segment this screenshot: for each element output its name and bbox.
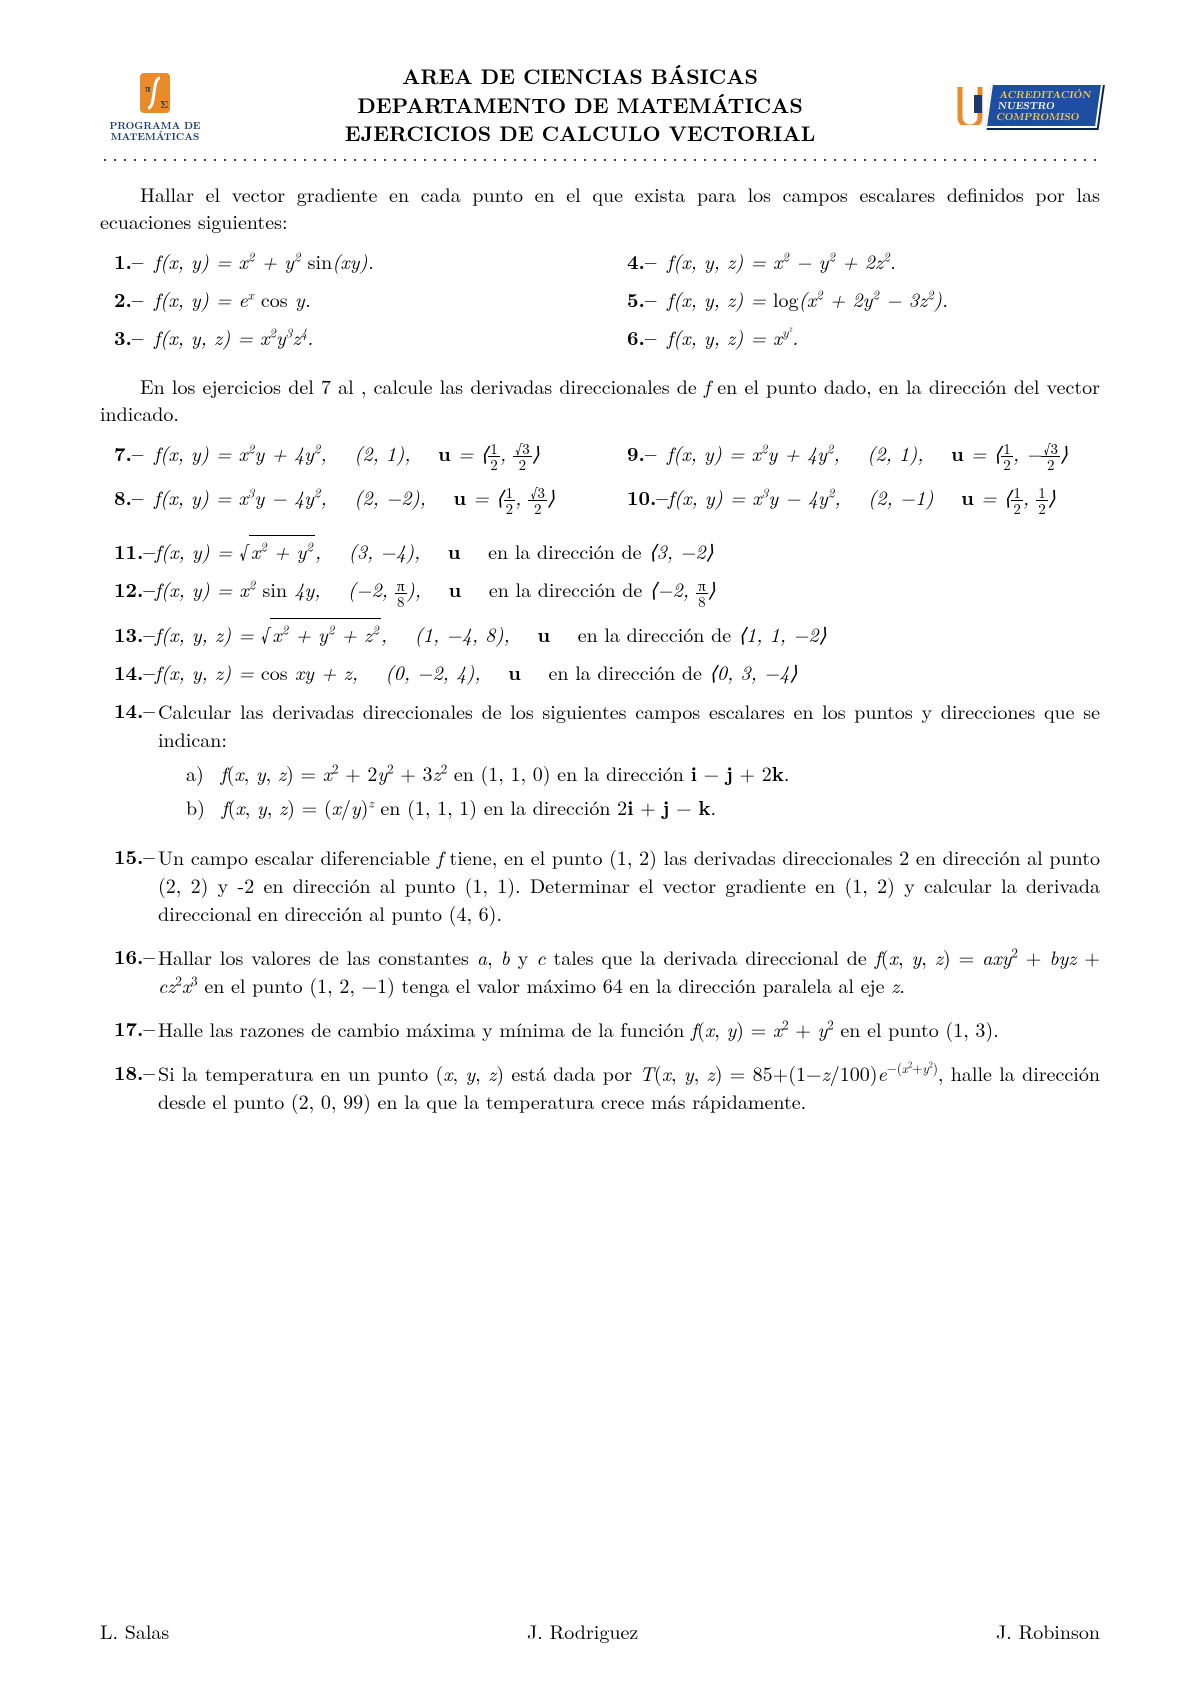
ex-5: 5.– f(x, y, z) = log(x2 + 2y2 − 3z2). — [627, 286, 1100, 312]
author-left: L. Salas — [100, 1616, 169, 1645]
item-number: 4.– — [627, 248, 667, 274]
page-header: π Σ PROGRAMA DE MATEMÁTICAS AREA DE CIEN… — [100, 60, 1100, 150]
title-line-3: EJERCICIOS DE CALCULO VECTORIAL — [210, 119, 950, 147]
item-number: 6.– — [627, 324, 667, 350]
item-math: f(x, y, z) = x2 + y2 + z2, (1, −4, 8), u… — [155, 621, 1100, 647]
item-math: f(x, y, z) = log(x2 + 2y2 − 3z2). — [667, 286, 1100, 312]
item-number: 15.– — [114, 843, 158, 869]
title-line-1: AREA DE CIENCIAS BÁSICAS — [210, 62, 950, 90]
item-number: 13.– — [114, 621, 155, 647]
ex-1: 1.– f(x, y) = x2 + y2 sin(xy). — [114, 248, 587, 274]
word-problems: 14.– Calcular las derivadas direccionale… — [114, 697, 1100, 1115]
column-left: 1.– f(x, y) = x2 + y2 sin(xy). 2.– f(x, … — [114, 248, 587, 362]
header-title: AREA DE CIENCIAS BÁSICAS DEPARTAMENTO DE… — [210, 62, 950, 147]
item-number: 16.– — [114, 943, 158, 969]
logo-right: ACREDITACIÓN NUESTRO COMPROMISO — [950, 70, 1100, 140]
author-right: J. Robinson — [996, 1616, 1100, 1645]
ex-16: 16.– Hallar los valores de las constante… — [114, 943, 1100, 999]
ex-3: 3.– f(x, y, z) = x2y3z4. — [114, 324, 587, 350]
item-math: f(x, y) = x2 + y2, (3, −4), u en la dire… — [155, 538, 1100, 564]
intro2-a: En los ejercicios del 7 al , calcule las… — [140, 371, 704, 400]
sub-a: a) f(x, y, z) = x2 + 2y2 + 3z2 en (1, 1,… — [186, 759, 1100, 787]
ex-13: 13.– f(x, y, z) = x2 + y2 + z2, (1, −4, … — [114, 621, 1100, 647]
item-number: 3.– — [114, 324, 154, 350]
ex-17: 17.– Halle las razones de cambio máxima … — [114, 1015, 1100, 1043]
item-number: 14.– — [114, 659, 155, 685]
item-number: 9.– — [627, 440, 667, 472]
item-number: 5.– — [627, 286, 667, 312]
item-number: 12.– — [114, 576, 155, 608]
item-text: Halle las razones de cambio máxima y mín… — [158, 1015, 1100, 1043]
sublist-14: a) f(x, y, z) = x2 + 2y2 + 3z2 en (1, 1,… — [186, 759, 1100, 821]
page-footer: L. Salas J. Rodriguez J. Robinson — [100, 1616, 1100, 1645]
item-math: f(x, y, z) = xyz. — [667, 324, 1100, 350]
exercise-group-1: 1.– f(x, y) = x2 + y2 sin(xy). 2.– f(x, … — [114, 248, 1100, 362]
item-math: f(x, y) = x3y − 4y2, (2, −1) u = ⟨12, 12… — [668, 484, 1100, 516]
ex-9: 9.– f(x, y) = x2y + 4y2, (2, 1), u = ⟨12… — [627, 440, 1100, 472]
item-math: f(x, y, z) = x2 − y2 + 2z2. — [667, 248, 1100, 274]
item-number: 18.– — [114, 1059, 158, 1085]
ex-7: 7.– f(x, y) = x2y + 4y2, (2, 1), u = ⟨12… — [114, 440, 587, 472]
column-right: 4.– f(x, y, z) = x2 − y2 + 2z2. 5.– f(x,… — [627, 248, 1100, 362]
item-text: Hallar los valores de las constantes a, … — [158, 943, 1100, 999]
item-number: 11.– — [114, 538, 155, 564]
author-center: J. Rodriguez — [527, 1616, 638, 1645]
item-math: f(x, y) = ex cos y. — [154, 286, 587, 312]
university-icon — [956, 85, 984, 125]
ex-14a: 14.– f(x, y, z) = cos xy + z, (0, −2, 4)… — [114, 659, 1100, 685]
title-line-2: DEPARTAMENTO DE MATEMÁTICAS — [210, 91, 950, 119]
logo-left-text-2: MATEMÁTICAS — [110, 131, 201, 142]
integral-icon: π Σ — [130, 68, 180, 118]
logo-left: π Σ PROGRAMA DE MATEMÁTICAS — [100, 60, 210, 150]
item-text: Calcular las derivadas direccionales de … — [158, 696, 1100, 753]
accreditation-badge: ACREDITACIÓN NUESTRO COMPROMISO — [985, 83, 1103, 128]
ex-8: 8.– f(x, y) = x3y − 4y2, (2, −2), u = ⟨1… — [114, 484, 587, 516]
item-number: 8.– — [114, 484, 154, 516]
item-number: 17.– — [114, 1015, 158, 1041]
ex-2: 2.– f(x, y) = ex cos y. — [114, 286, 587, 312]
sub-b: b) f(x, y, z) = (x/y)z en (1, 1, 1) en l… — [186, 793, 1100, 821]
exercise-group-2: 7.– f(x, y) = x2y + 4y2, (2, 1), u = ⟨12… — [114, 440, 1100, 528]
svg-text:Σ: Σ — [160, 97, 168, 111]
item-number: 1.– — [114, 248, 154, 274]
item-number: 7.– — [114, 440, 154, 472]
item-math: f(x, y) = x2 sin 4y, (−2, π8), u en la d… — [155, 576, 1100, 608]
item-math: f(x, y) = x3y − 4y2, (2, −2), u = ⟨12, √… — [154, 484, 587, 516]
ex-6: 6.– f(x, y, z) = xyz. — [627, 324, 1100, 350]
ex-18: 18.– Si la temperatura en un punto (x, y… — [114, 1059, 1100, 1115]
item-math: f(x, y) = x2 + y2 sin(xy). — [154, 248, 587, 274]
ex-12: 12.– f(x, y) = x2 sin 4y, (−2, π8), u en… — [114, 576, 1100, 608]
ex-15: 15.– Un campo escalar diferenciable f ti… — [114, 843, 1100, 927]
exercise-group-3: 11.– f(x, y) = x2 + y2, (3, −4), u en la… — [114, 538, 1100, 684]
ex-10: 10.– f(x, y) = x3y − 4y2, (2, −1) u = ⟨1… — [627, 484, 1100, 516]
sub-label: b) — [186, 792, 205, 821]
badge-line-3: COMPROMISO — [996, 111, 1089, 122]
item-math: f(x, y, z) = cos xy + z, (0, −2, 4), u e… — [155, 659, 1100, 685]
column-right: 9.– f(x, y) = x2y + 4y2, (2, 1), u = ⟨12… — [627, 440, 1100, 528]
dotted-divider — [100, 158, 1100, 162]
sub-label: a) — [186, 758, 204, 787]
intro-paragraph-1: Hallar el vector gradiente en cada punto… — [100, 180, 1100, 234]
intro-paragraph-2: En los ejercicios del 7 al , calcule las… — [100, 372, 1100, 426]
column-left: 7.– f(x, y) = x2y + 4y2, (2, 1), u = ⟨12… — [114, 440, 587, 528]
ex-4: 4.– f(x, y, z) = x2 − y2 + 2z2. — [627, 248, 1100, 274]
item-math: f(x, y, z) = x2y3z4. — [154, 324, 587, 350]
item-number: 2.– — [114, 286, 154, 312]
item-math: f(x, y) = x2y + 4y2, (2, 1), u = ⟨12, √3… — [154, 440, 587, 472]
item-math: f(x, y) = x2y + 4y2, (2, 1), u = ⟨12, −√… — [667, 440, 1100, 472]
svg-text:π: π — [145, 81, 151, 95]
ex-14: 14.– Calcular las derivadas direccionale… — [114, 697, 1100, 827]
item-body: Calcular las derivadas direccionales de … — [158, 697, 1100, 827]
item-number: 14.– — [114, 697, 158, 723]
item-text: Si la temperatura en un punto (x, y, z) … — [158, 1059, 1100, 1115]
ex-11: 11.– f(x, y) = x2 + y2, (3, −4), u en la… — [114, 538, 1100, 564]
item-number: 10.– — [627, 484, 668, 516]
item-text: Un campo escalar diferenciable f tiene, … — [158, 843, 1100, 927]
